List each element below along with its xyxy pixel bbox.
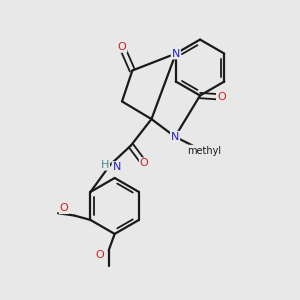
Text: O: O [217, 92, 226, 102]
Text: methyl: methyl [188, 146, 221, 156]
Text: H: H [101, 160, 109, 170]
Text: N: N [172, 49, 180, 58]
Text: N: N [171, 132, 179, 142]
Text: N: N [112, 162, 121, 172]
Text: O: O [140, 158, 148, 168]
Text: O: O [118, 42, 126, 52]
Text: O: O [60, 203, 68, 213]
Text: O: O [95, 250, 104, 260]
